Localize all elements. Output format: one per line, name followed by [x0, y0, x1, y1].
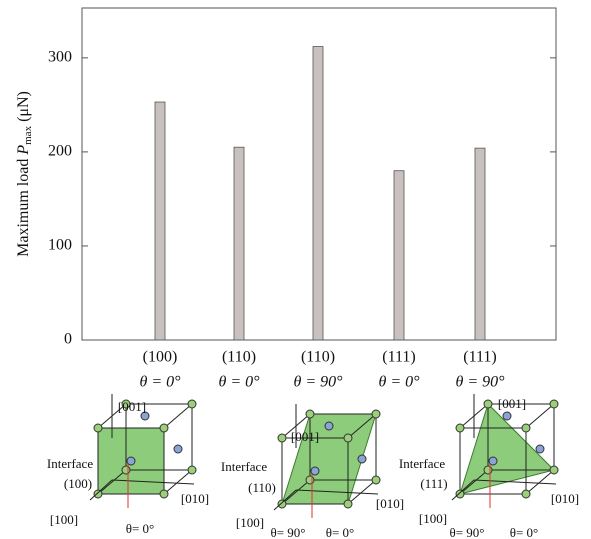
diagram-label: Interface [47, 456, 93, 471]
atom [372, 476, 380, 484]
atom [306, 476, 314, 484]
diagram-label: θ= 90° [449, 525, 484, 539]
atom [372, 410, 380, 418]
atom [344, 500, 352, 508]
atom [160, 490, 168, 498]
atom [344, 434, 352, 442]
atom [188, 466, 196, 474]
diagram-label: Interface [399, 456, 445, 471]
diagram-label: θ= 0° [510, 525, 539, 539]
diagram-label: (111) [420, 476, 447, 491]
diagram-label: θ= 90° [270, 525, 305, 539]
atom [122, 466, 130, 474]
atom [188, 400, 196, 408]
x-tick-sublabel: θ = 0° [218, 374, 260, 391]
diagram-label: [010] [376, 496, 404, 511]
diagram-label: [010] [181, 491, 209, 506]
x-tick-sublabel: θ = 90° [455, 374, 505, 391]
y-label-unit: (μN) [15, 91, 32, 126]
atom [358, 455, 366, 463]
y-label-symbol: P [15, 145, 32, 156]
diagram-label: θ= 0° [326, 525, 355, 539]
x-tick-label: (110) [301, 349, 335, 366]
bar [475, 148, 485, 340]
y-axis-label: Maximum load Pmax (μN) [15, 91, 34, 257]
y-tick-label: 200 [48, 143, 72, 160]
atom [278, 500, 286, 508]
atom [325, 422, 333, 430]
diagram-label: [100] [50, 512, 78, 527]
y-label-subscript: max [22, 125, 34, 144]
cube-edge [526, 404, 554, 428]
atom [94, 424, 102, 432]
figure: Maximum load Pmax (μN) 0 100 200 300 (100) θ … [0, 0, 591, 539]
atom [522, 490, 530, 498]
atom [160, 424, 168, 432]
atom [456, 424, 464, 432]
bar [394, 171, 404, 340]
diagram-label: (110) [248, 480, 276, 495]
cube-edge [164, 404, 192, 428]
bar [234, 147, 244, 340]
atom [503, 412, 511, 420]
x-tick-label: (100) [143, 349, 178, 366]
diagram-label: Interface [221, 459, 267, 474]
y-label-text: Maximum load [15, 155, 32, 257]
x-tick-label: (111) [382, 349, 415, 366]
atom [174, 445, 182, 453]
diagram-label: [001] [291, 429, 319, 444]
diagram-label: [100] [419, 511, 447, 526]
diagram-label: [001] [498, 396, 526, 411]
x-tick-sublabel: θ = 90° [293, 374, 343, 391]
x-tick-label: (110) [222, 349, 256, 366]
y-tick-label: 100 [48, 237, 72, 254]
atom [94, 490, 102, 498]
atom [550, 400, 558, 408]
x-tick-sublabel: θ = 0° [139, 374, 181, 391]
diagram-label: [001] [118, 399, 146, 414]
atom [456, 490, 464, 498]
atom [484, 400, 492, 408]
atom [278, 434, 286, 442]
diagram-label: (100) [64, 476, 92, 491]
y-tick-label: 300 [48, 49, 72, 66]
atom [536, 445, 544, 453]
diagram-label: θ= 0° [126, 521, 155, 536]
atom [127, 457, 135, 465]
diagram-label: [010] [551, 491, 579, 506]
y-tick-label: 0 [64, 331, 72, 348]
bar [313, 47, 323, 340]
atom [522, 424, 530, 432]
atom [489, 457, 497, 465]
atom [306, 410, 314, 418]
x-tick-sublabel: θ = 0° [378, 374, 420, 391]
x-tick-label: (111) [463, 349, 496, 366]
atom [311, 467, 319, 475]
atom [550, 466, 558, 474]
bar [155, 102, 165, 340]
diagram-label: [100] [236, 515, 264, 530]
atom [484, 466, 492, 474]
